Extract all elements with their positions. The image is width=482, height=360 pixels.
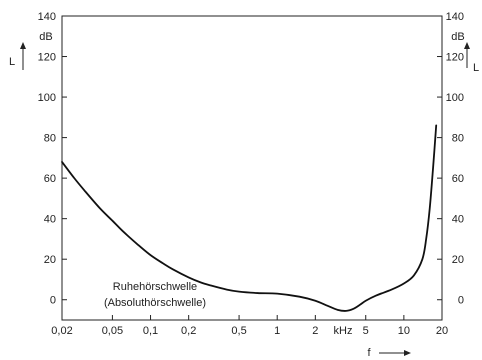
y-tick-label-right: 80 [452, 133, 464, 145]
y-tick-label-left: 140 [38, 11, 56, 23]
annotation-line-2: (Absoluthörschwelle) [104, 297, 206, 309]
x-tick-label: 2 [312, 325, 318, 337]
y-tick-label-left: 0 [50, 295, 56, 307]
x-tick-label: 0,5 [231, 325, 246, 337]
x-tick-label: 10 [398, 325, 410, 337]
axis-ticks [61, 15, 443, 320]
y-tick-label-right: 140 [446, 11, 464, 23]
x-unit-label: kHz [334, 325, 353, 337]
y-tick-label-right: 40 [452, 214, 464, 226]
y-tick-label-right: 100 [446, 92, 464, 104]
y-tick-label-right: 20 [452, 254, 464, 266]
x-arrow-head [404, 350, 411, 356]
y-tick-label-right: 120 [446, 52, 464, 64]
threshold-curve [61, 124, 438, 312]
x-axis-letter: f [367, 347, 371, 359]
y-axis-letter-right: L [473, 62, 479, 74]
x-tick-label: 0,2 [181, 325, 196, 337]
y-tick-label-left: 20 [44, 254, 56, 266]
x-tick-label: 0,1 [143, 325, 158, 337]
x-tick-label: 1 [274, 325, 280, 337]
y-tick-label-left: 80 [44, 133, 56, 145]
y-tick-label-right: 0 [458, 295, 464, 307]
y-arrow-left-head [20, 42, 26, 49]
y-arrow-right-head [464, 42, 470, 49]
annotation-line-1: Ruhehörschwelle [113, 281, 197, 293]
x-tick-label: 20 [436, 325, 448, 337]
y-unit-label-left: dB [39, 31, 52, 43]
y-tick-label-right: 60 [452, 173, 464, 185]
y-tick-label-left: 40 [44, 214, 56, 226]
y-tick-label-left: 120 [38, 52, 56, 64]
plot-frame [61, 15, 443, 321]
x-tick-label: 5 [363, 325, 369, 337]
y-tick-label-left: 100 [38, 92, 56, 104]
y-axis-letter-left: L [9, 56, 15, 68]
x-tick-label: 0,02 [51, 325, 72, 337]
x-tick-label: 0,05 [102, 325, 123, 337]
y-tick-label-left: 60 [44, 173, 56, 185]
y-unit-label-right: dB [451, 31, 464, 43]
